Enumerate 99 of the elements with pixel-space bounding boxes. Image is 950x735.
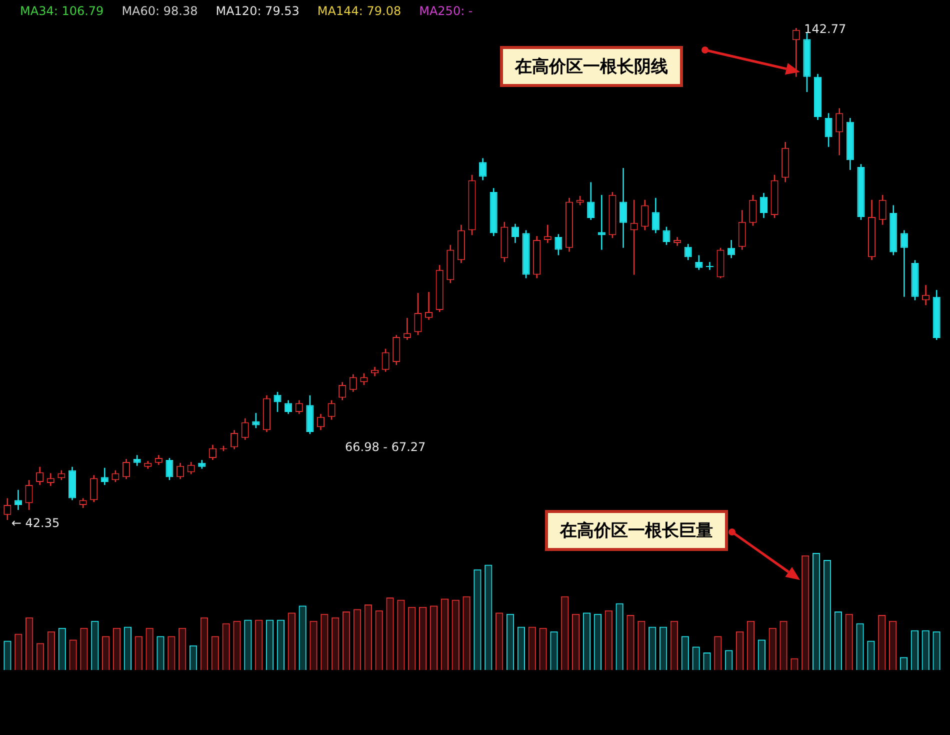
bar bbox=[47, 631, 56, 670]
bar bbox=[604, 610, 612, 670]
bar bbox=[310, 620, 318, 670]
candlestick bbox=[598, 194, 606, 250]
annotation: 142.77 bbox=[804, 22, 846, 36]
bar bbox=[768, 628, 776, 670]
bar bbox=[528, 626, 536, 670]
bar bbox=[714, 636, 722, 670]
bar bbox=[812, 553, 820, 670]
bar bbox=[244, 620, 252, 670]
bar bbox=[659, 626, 668, 670]
bar bbox=[375, 610, 383, 670]
text: MA144: 79.08 bbox=[317, 4, 402, 18]
bar bbox=[823, 560, 832, 670]
bar bbox=[834, 612, 842, 670]
bar bbox=[124, 626, 132, 670]
bar bbox=[922, 630, 930, 670]
bar bbox=[112, 628, 121, 670]
bar bbox=[102, 636, 110, 670]
bar bbox=[539, 628, 547, 670]
bar bbox=[156, 636, 164, 670]
bar bbox=[288, 612, 296, 670]
bar bbox=[4, 640, 12, 670]
bar bbox=[69, 640, 77, 670]
bar bbox=[681, 636, 689, 670]
bar bbox=[418, 606, 427, 670]
bar bbox=[386, 597, 394, 670]
annotation: ← 42.35 bbox=[11, 516, 60, 530]
bar bbox=[561, 596, 569, 670]
bar bbox=[572, 614, 580, 670]
bar bbox=[616, 603, 624, 670]
bar bbox=[408, 606, 416, 670]
bar bbox=[134, 636, 142, 670]
text: MA34: 106.79 bbox=[20, 4, 104, 18]
bar bbox=[168, 636, 176, 670]
bar bbox=[146, 628, 154, 670]
bar bbox=[780, 620, 788, 670]
text: MA120: 79.53 bbox=[216, 4, 300, 18]
bar bbox=[648, 626, 656, 670]
bar bbox=[496, 612, 504, 670]
bar bbox=[856, 623, 864, 670]
bar bbox=[910, 630, 918, 670]
bar bbox=[845, 614, 853, 670]
bar bbox=[626, 615, 634, 670]
bar bbox=[91, 620, 99, 670]
bar bbox=[758, 640, 766, 670]
bar bbox=[594, 614, 602, 670]
bar bbox=[550, 631, 558, 670]
bar bbox=[211, 636, 219, 670]
bar bbox=[233, 620, 241, 670]
bar bbox=[222, 623, 230, 670]
bar bbox=[430, 606, 438, 670]
bar bbox=[900, 657, 908, 670]
bar bbox=[638, 620, 646, 670]
bar bbox=[58, 628, 66, 670]
bar bbox=[517, 626, 526, 670]
bar bbox=[452, 600, 460, 670]
bar bbox=[14, 634, 22, 670]
bar bbox=[802, 555, 810, 670]
bar bbox=[353, 609, 362, 670]
text: MA60: 98.38 bbox=[122, 4, 198, 18]
annotation: 在高价区一根长阴线 bbox=[500, 46, 683, 87]
bar bbox=[867, 640, 875, 670]
bar bbox=[189, 645, 198, 670]
bar bbox=[342, 612, 350, 670]
text: MA250: - bbox=[419, 4, 473, 18]
bar bbox=[276, 620, 285, 670]
bar bbox=[320, 614, 328, 670]
bar bbox=[200, 617, 208, 670]
bar bbox=[397, 600, 405, 670]
candlestick bbox=[425, 292, 433, 320]
text: 在高价区一根长巨量 bbox=[545, 510, 728, 551]
bar bbox=[878, 615, 886, 670]
bar bbox=[746, 620, 755, 670]
bar bbox=[484, 564, 492, 670]
bar bbox=[670, 620, 678, 670]
bar bbox=[80, 628, 88, 670]
bar bbox=[462, 596, 470, 670]
bar bbox=[364, 604, 372, 670]
bar bbox=[26, 617, 34, 670]
annotation: 66.98 - 67.27 bbox=[345, 440, 426, 454]
bar bbox=[736, 631, 744, 670]
bar bbox=[255, 620, 263, 670]
bar bbox=[725, 650, 733, 670]
bar bbox=[888, 620, 897, 670]
bar bbox=[178, 628, 186, 670]
bar bbox=[266, 620, 274, 670]
candlestick bbox=[900, 230, 908, 297]
bar bbox=[506, 614, 514, 670]
bar bbox=[703, 652, 711, 670]
bar bbox=[332, 617, 340, 670]
candlestick bbox=[706, 262, 714, 270]
bar bbox=[582, 612, 591, 670]
bar bbox=[932, 631, 940, 670]
bar bbox=[474, 569, 482, 670]
bar bbox=[692, 646, 700, 670]
bar bbox=[36, 643, 44, 670]
bar bbox=[298, 606, 306, 670]
bar bbox=[440, 598, 448, 670]
